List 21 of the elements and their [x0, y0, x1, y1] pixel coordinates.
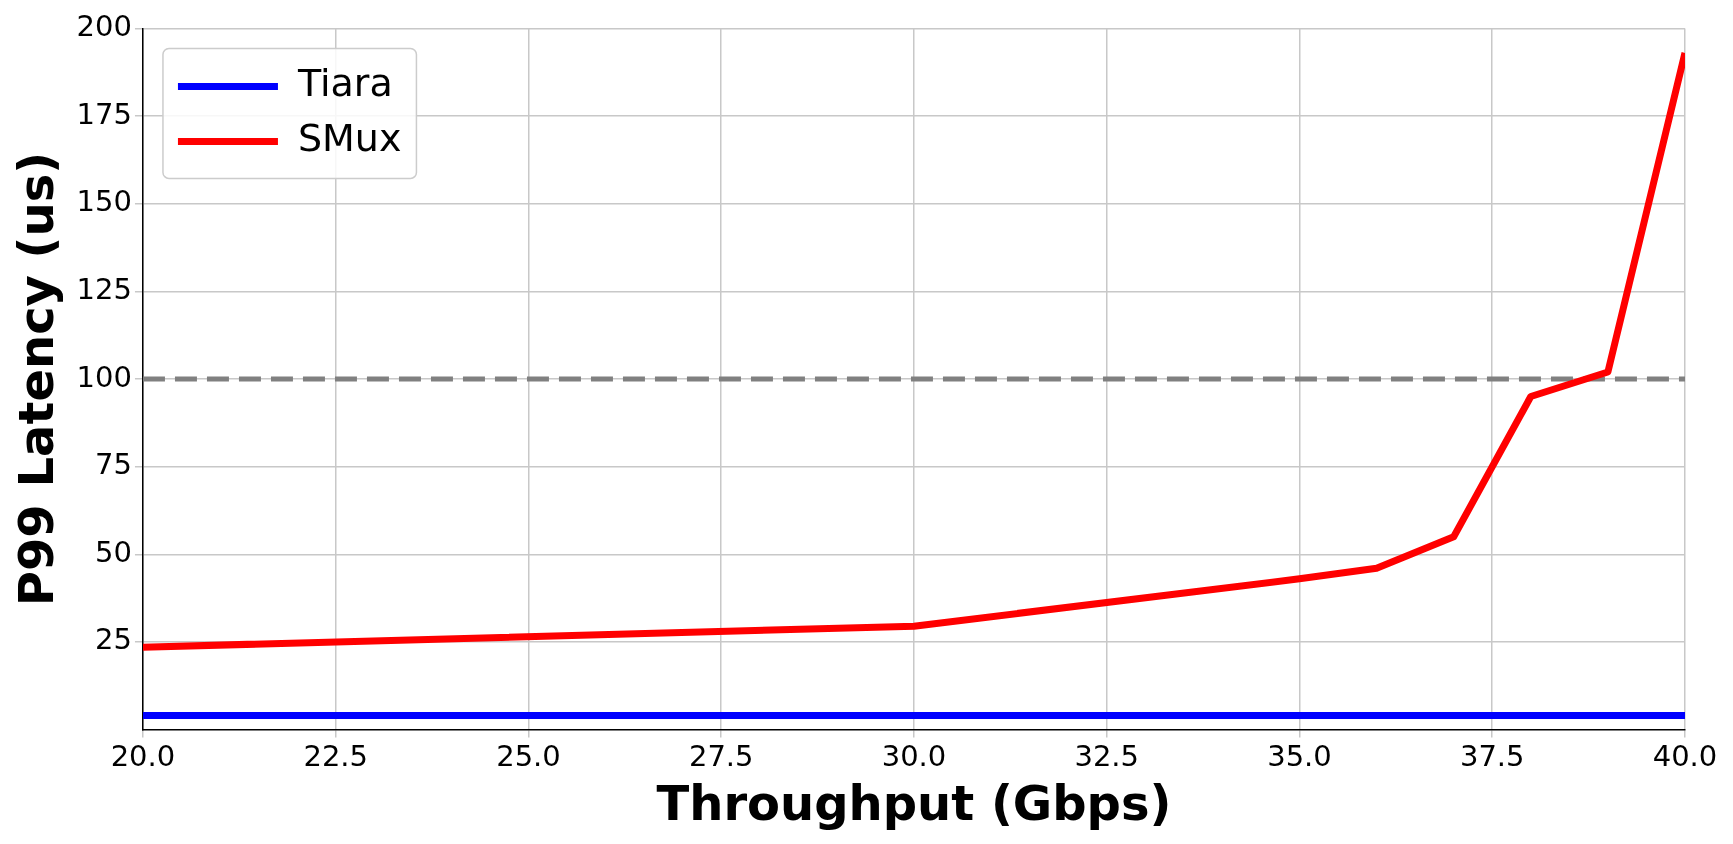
x-tick-label: 32.5 [1074, 738, 1140, 773]
x-tick-label: 25.0 [496, 738, 561, 773]
x-tick-label: 27.5 [688, 738, 754, 773]
y-tick-label: 25 [95, 622, 132, 657]
y-tick-label: 100 [76, 359, 132, 394]
x-tick-label: 20.0 [110, 738, 176, 773]
x-tick-label: 40.0 [1652, 738, 1718, 773]
y-tick-label: 150 [76, 184, 132, 219]
x-tick-label: 22.5 [303, 738, 368, 773]
y-axis-title: P99 Latency (us) [8, 151, 65, 607]
y-tick-label: 175 [76, 96, 132, 131]
x-tick-label: 30.0 [881, 738, 947, 773]
legend-label: SMux [297, 116, 402, 161]
x-tick-label: 35.0 [1267, 738, 1332, 773]
x-axis-title: Throughput (Gbps) [656, 774, 1172, 831]
y-tick-label: 50 [95, 534, 132, 569]
y-tick-label: 125 [76, 271, 132, 306]
y-tick-label: 75 [95, 447, 132, 482]
y-tick-label: 200 [76, 8, 132, 43]
x-tick-label: 37.5 [1459, 738, 1525, 773]
legend-label: Tiara [296, 61, 393, 106]
